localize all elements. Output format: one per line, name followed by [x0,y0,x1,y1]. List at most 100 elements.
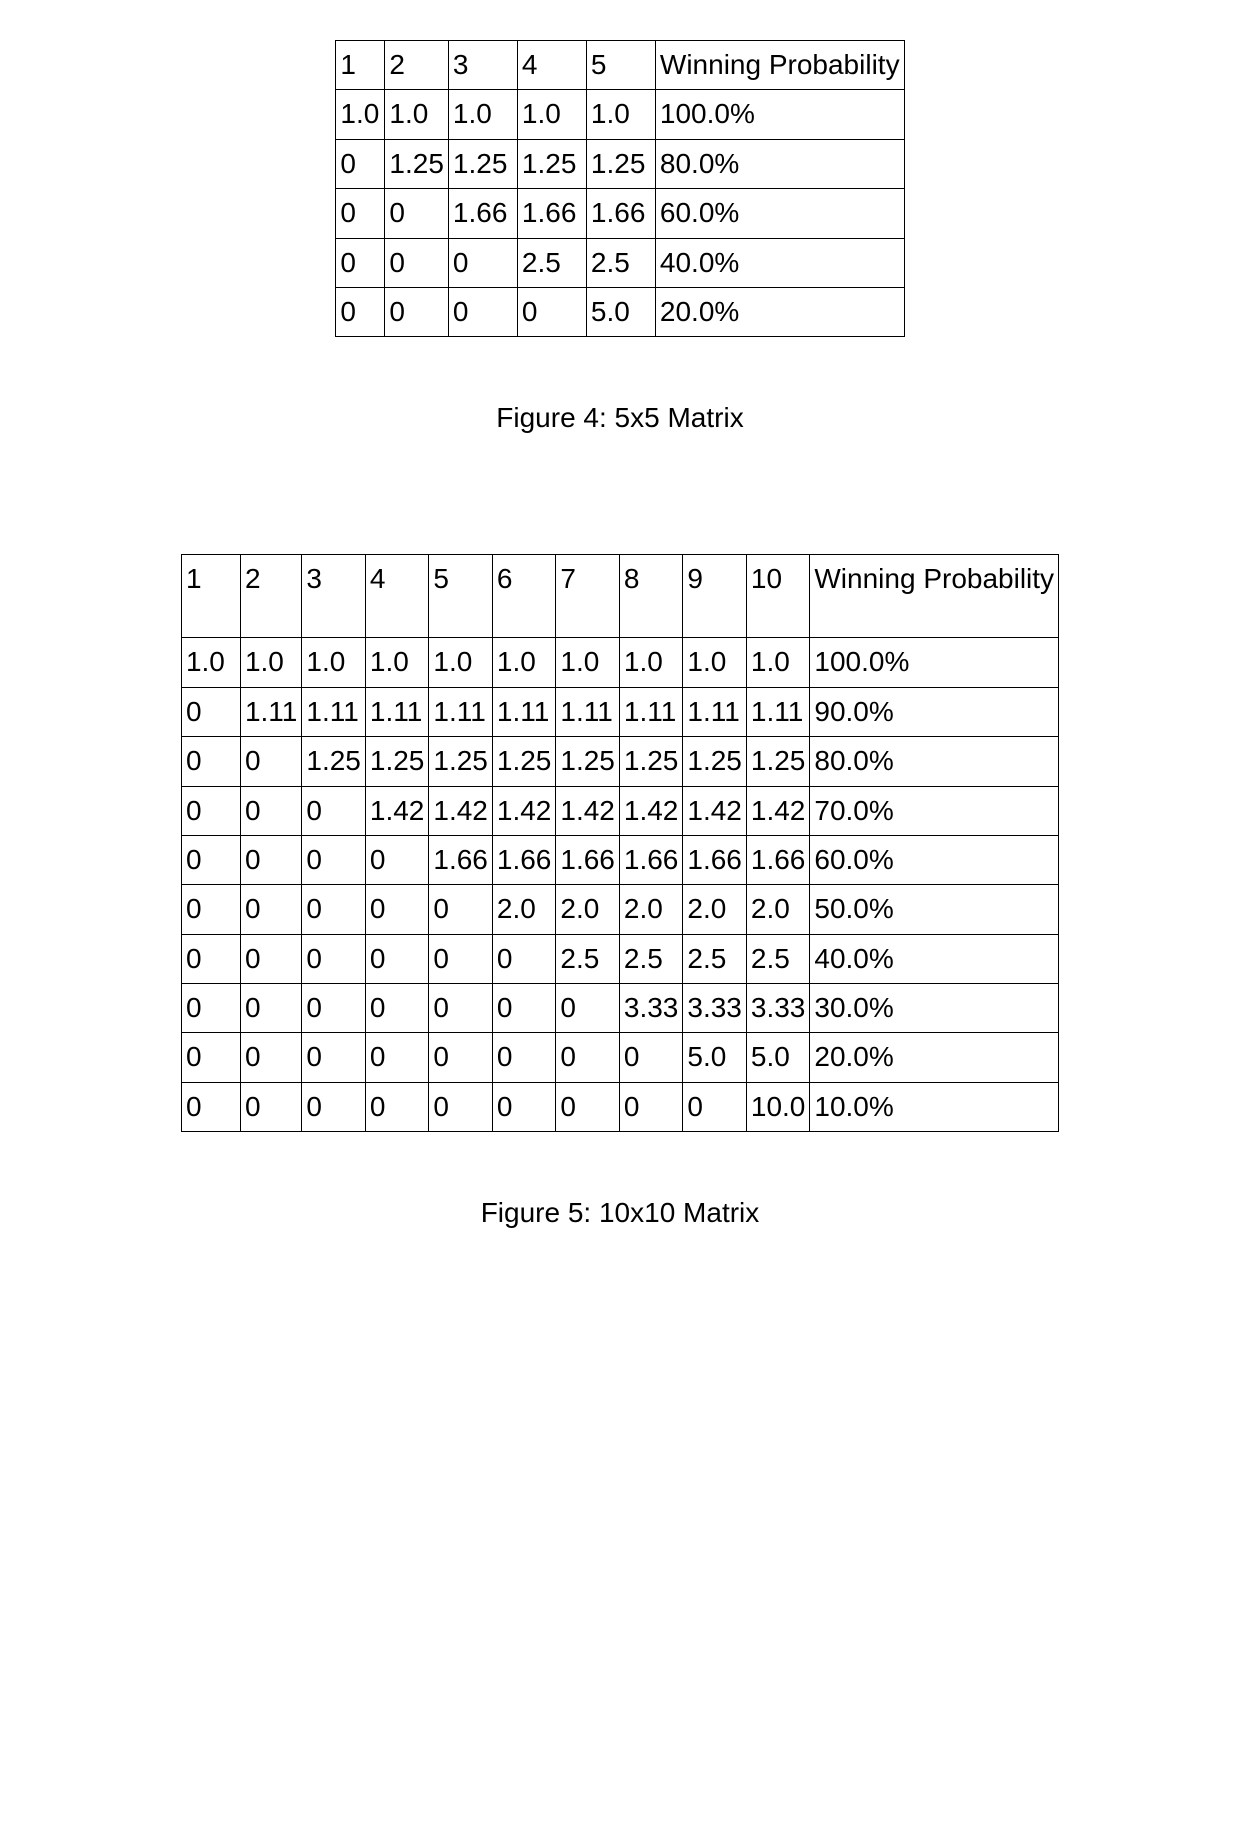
cell: 0 [517,287,586,336]
cell: 1.66 [429,835,493,884]
cell-probability: 40.0% [810,934,1059,983]
cell: 1.0 [683,638,747,687]
cell: 0 [492,984,556,1033]
cell-probability: 10.0% [810,1082,1059,1131]
cell: 0 [385,189,449,238]
cell: 1.11 [302,687,366,736]
cell-probability: 100.0% [810,638,1059,687]
cell: 3.33 [683,984,747,1033]
table-row: 1.0 1.0 1.0 1.0 1.0 100.0% [336,90,904,139]
cell: 1.42 [492,786,556,835]
cell: 0 [429,934,493,983]
cell: 0 [181,737,240,786]
cell: 1.0 [619,638,683,687]
cell: 2.5 [586,238,655,287]
cell: 1.25 [619,737,683,786]
cell: 1.66 [517,189,586,238]
cell: 0 [556,1033,620,1082]
cell: 1.42 [429,786,493,835]
cell: 2.5 [556,934,620,983]
cell: 0 [302,786,366,835]
figure-5-wrapper: 1 2 3 4 5 6 7 8 9 10 Winning Probability… [20,554,1220,1229]
cell: 1.66 [448,189,517,238]
cell-probability: 80.0% [810,737,1059,786]
cell: 1.66 [556,835,620,884]
cell: 1.0 [746,638,810,687]
cell: 1.66 [683,835,747,884]
cell: 1.11 [619,687,683,736]
table-row: 0 0 1.25 1.25 1.25 1.25 1.25 1.25 1.25 1… [181,737,1058,786]
cell: 1.42 [556,786,620,835]
table-row: 0 0 0 0 0 0 0 3.33 3.33 3.33 30.0% [181,984,1058,1033]
table-row: 0 0 0 0 0 0 0 0 0 10.0 10.0% [181,1082,1058,1131]
table-row: 0 0 0 0 1.66 1.66 1.66 1.66 1.66 1.66 60… [181,835,1058,884]
col-header: 10 [746,555,810,638]
cell: 0 [302,835,366,884]
cell: 0 [336,287,385,336]
figure-5-caption: Figure 5: 10x10 Matrix [481,1197,760,1229]
cell: 0 [181,885,240,934]
cell: 1.66 [619,835,683,884]
cell: 1.11 [556,687,620,736]
cell: 0 [336,238,385,287]
cell: 5.0 [746,1033,810,1082]
table-row: 0 0 0 0 0 0 2.5 2.5 2.5 2.5 40.0% [181,934,1058,983]
col-header: 2 [385,41,449,90]
cell: 1.11 [240,687,301,736]
cell: 1.25 [385,139,449,188]
table-row: 0 1.11 1.11 1.11 1.11 1.11 1.11 1.11 1.1… [181,687,1058,736]
cell: 0 [240,885,301,934]
cell-probability: 30.0% [810,984,1059,1033]
table-row: 0 0 0 1.42 1.42 1.42 1.42 1.42 1.42 1.42… [181,786,1058,835]
cell: 1.25 [586,139,655,188]
col-header: 7 [556,555,620,638]
col-header: 5 [586,41,655,90]
cell: 1.0 [365,638,429,687]
cell: 1.42 [619,786,683,835]
cell: 2.5 [619,934,683,983]
cell: 0 [302,934,366,983]
cell: 0 [556,1082,620,1131]
cell: 3.33 [746,984,810,1033]
table-row: 0 0 0 0 0 2.0 2.0 2.0 2.0 2.0 50.0% [181,885,1058,934]
cell: 0 [429,1033,493,1082]
cell-probability: 80.0% [655,139,904,188]
cell: 1.0 [302,638,366,687]
cell: 2.0 [619,885,683,934]
col-header: 5 [429,555,493,638]
cell-probability: 20.0% [810,1033,1059,1082]
table-row: 0 1.25 1.25 1.25 1.25 80.0% [336,139,904,188]
cell: 1.0 [492,638,556,687]
cell: 0 [240,835,301,884]
cell: 1.25 [429,737,493,786]
col-header: 1 [336,41,385,90]
cell: 0 [181,786,240,835]
cell: 1.66 [586,189,655,238]
figure-5-table: 1 2 3 4 5 6 7 8 9 10 Winning Probability… [181,554,1059,1132]
cell: 1.0 [336,90,385,139]
cell: 0 [181,934,240,983]
cell: 1.42 [746,786,810,835]
cell: 0 [365,984,429,1033]
cell: 0 [240,1082,301,1131]
cell: 2.0 [683,885,747,934]
cell: 1.11 [429,687,493,736]
cell: 0 [385,287,449,336]
cell: 0 [181,835,240,884]
cell: 1.0 [556,638,620,687]
cell: 0 [429,984,493,1033]
col-header: 4 [517,41,586,90]
cell-probability: 60.0% [655,189,904,238]
cell: 0 [492,934,556,983]
cell: 0 [240,737,301,786]
cell-probability: 60.0% [810,835,1059,884]
cell: 0 [556,984,620,1033]
cell-probability: 40.0% [655,238,904,287]
table-row: 1.0 1.0 1.0 1.0 1.0 1.0 1.0 1.0 1.0 1.0 … [181,638,1058,687]
cell: 0 [365,885,429,934]
table-row: 0 0 0 0 5.0 20.0% [336,287,904,336]
cell: 2.5 [746,934,810,983]
cell: 1.66 [746,835,810,884]
cell: 1.0 [385,90,449,139]
cell-probability: 50.0% [810,885,1059,934]
